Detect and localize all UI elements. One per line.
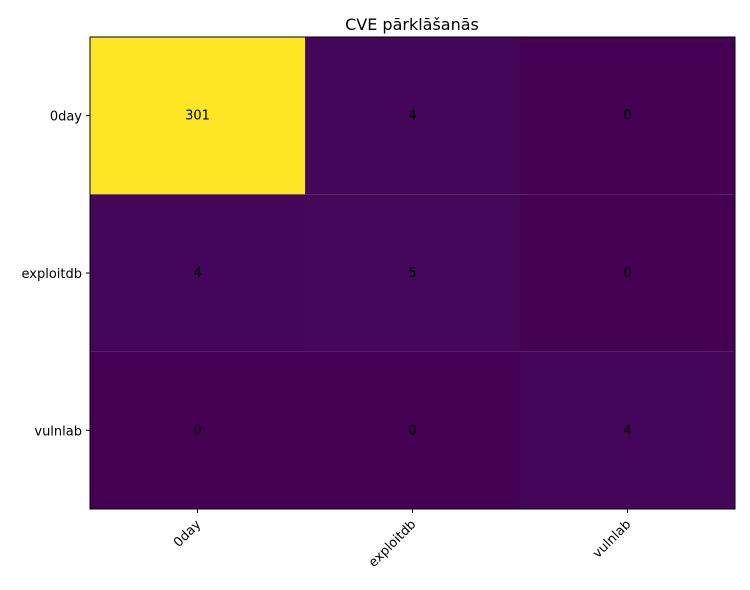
heatmap-cell: [520, 351, 735, 509]
heatmap-cell: [90, 194, 305, 352]
heatmap-cell: [520, 194, 735, 352]
cell-value-label: 0: [623, 109, 631, 124]
x-tick-label: 0day: [171, 517, 205, 551]
y-axis: 0day exploitdb vulnlab: [22, 110, 90, 439]
heatmap-cell: [305, 37, 520, 195]
heatmap-cell: [90, 351, 305, 509]
x-tick-label: exploitdb: [366, 517, 419, 570]
heatmap-cell: [520, 37, 735, 195]
cell-value-label: 4: [623, 423, 631, 438]
heatmap-cell: [305, 194, 520, 352]
y-tick-label: vulnlab: [34, 424, 82, 439]
cell-value-label: 0: [408, 423, 416, 438]
heatmap-cell: [305, 351, 520, 509]
heatmap-cell: [90, 37, 305, 195]
x-axis: 0day exploitdb vulnlab: [171, 509, 634, 571]
chart-title: CVE pārklāšanās: [345, 15, 479, 34]
cell-value-label: 0: [623, 266, 631, 281]
cell-value-label: 301: [185, 109, 210, 124]
cell-value-label: 5: [408, 266, 416, 281]
heatmap-cells: [90, 37, 735, 509]
x-tick-label: vulnlab: [590, 517, 634, 561]
cell-value-label: 4: [193, 266, 201, 281]
cell-annotations: 301 4 0 4 5 0 0 0 4: [185, 109, 632, 439]
cell-value-label: 0: [193, 423, 201, 438]
y-tick-label: 0day: [50, 110, 82, 125]
y-tick-label: exploitdb: [22, 267, 83, 282]
cell-value-label: 4: [408, 109, 416, 124]
